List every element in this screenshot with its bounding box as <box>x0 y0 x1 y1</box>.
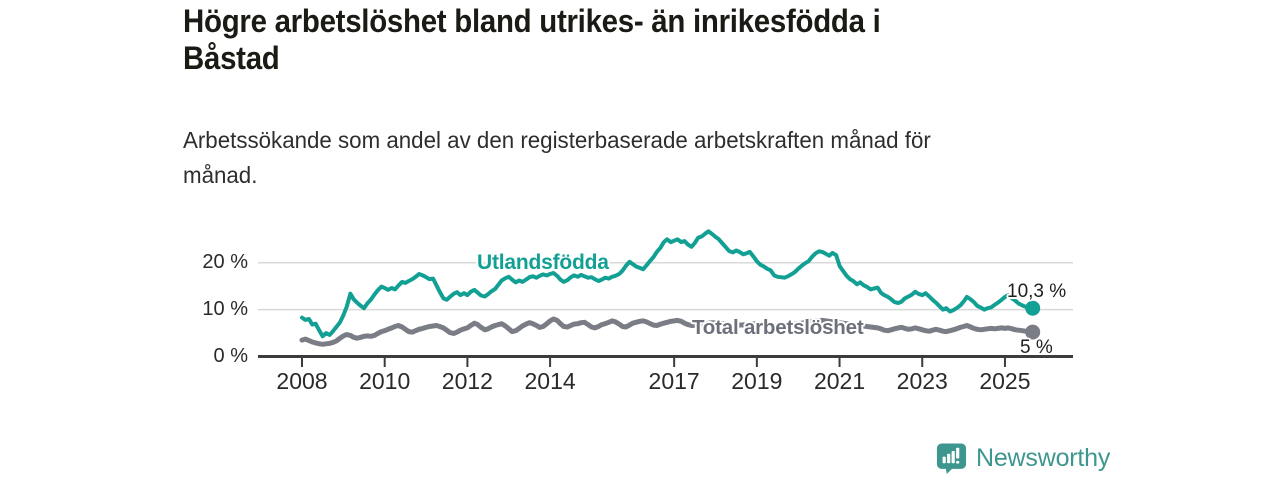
end-value-label-utlandsfodda: 10,3 % <box>1007 281 1067 302</box>
newsworthy-bars-speech-bubble-icon <box>936 443 967 474</box>
brand-name: Newsworthy <box>976 444 1111 472</box>
y-tick-label-10: 10 % <box>202 298 248 321</box>
chart-subtitle-line-2: månad. <box>183 162 258 188</box>
x-tick-label-2017: 2017 <box>648 368 700 394</box>
x-tick-label-2010: 2010 <box>359 368 411 394</box>
chart-title: Högre arbetslöshet bland utrikes- än inr… <box>183 3 881 77</box>
x-tick-label-2014: 2014 <box>524 368 576 394</box>
end-value-label-total: 5 % <box>1020 337 1053 358</box>
series-end-dot-utlandsf-dda <box>1025 300 1041 316</box>
x-tick-label-2008: 2008 <box>276 368 328 394</box>
series-line-total-arbetsl-shet <box>299 316 1036 347</box>
x-tick-label-2021: 2021 <box>813 368 866 394</box>
y-tick-label-0: 0 % <box>213 345 248 367</box>
x-tick-label-2019: 2019 <box>731 368 783 394</box>
x-tick-label-2023: 2023 <box>896 368 948 394</box>
y-tick-label-20: 20 % <box>202 251 248 274</box>
chart-title-line-1: Högre arbetslöshet bland utrikes- än inr… <box>183 3 881 39</box>
chart-title-line-2: Båstad <box>183 40 280 76</box>
series-end-dot-total-arbetsl-shet <box>1025 324 1041 340</box>
series-label-utlandsfodda: Utlandsfödda <box>477 251 609 274</box>
chart-subtitle-line-1: Arbetssökande som andel av den registerb… <box>183 127 931 153</box>
series-label-total-arbetsloshet: Total arbetslöshet <box>692 316 864 339</box>
series-line-utlandsf-dda <box>300 229 1035 339</box>
x-tick-label-2012: 2012 <box>441 368 493 394</box>
x-tick-label-2025: 2025 <box>979 368 1031 394</box>
chart-subtitle: Arbetssökande som andel av den registerb… <box>183 123 931 193</box>
newsworthy-logo[interactable]: Newsworthy <box>936 442 1110 475</box>
